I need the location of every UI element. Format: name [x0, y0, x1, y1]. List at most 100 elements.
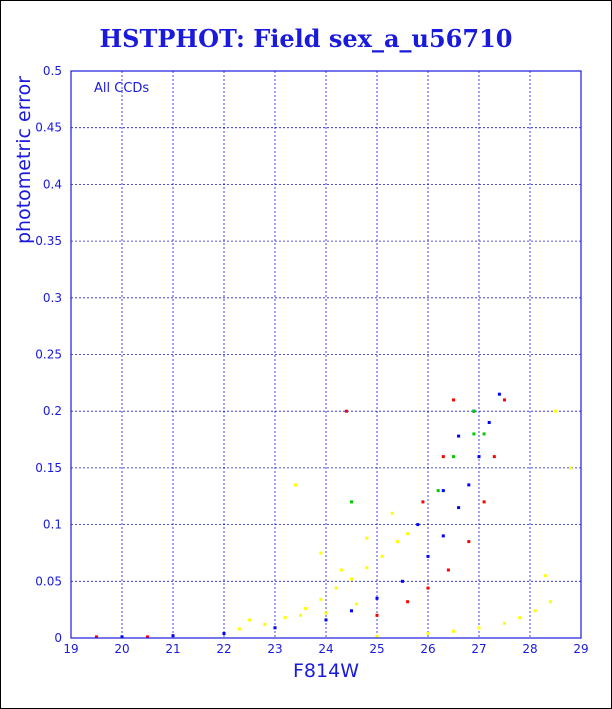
scatter-point [533, 609, 537, 613]
scatter-point [375, 613, 379, 617]
scatter-point [482, 500, 486, 504]
scatter-point [350, 577, 353, 581]
x-tick-label: 25 [369, 642, 384, 656]
chart-title: HSTPHOT: Field sex_a_u56710 [99, 24, 513, 53]
scatter-point [146, 635, 149, 639]
scatter-point [518, 616, 522, 620]
x-tick-label: 21 [165, 642, 180, 656]
scatter-point [441, 455, 445, 459]
scatter-point [365, 536, 369, 540]
x-tick-label: 19 [63, 642, 78, 656]
scatter-point [569, 466, 573, 470]
scatter-point [482, 432, 486, 436]
scatter-point [452, 629, 455, 633]
scatter-point [324, 611, 328, 615]
scatter-point [304, 607, 308, 610]
scatter-point [263, 622, 267, 626]
y-tick-label: 0.45 [35, 121, 62, 135]
y-tick-labels: 0 0.05 0.1 0.15 0.2 0.25 0.3 0.35 0.4 0.45 0.5 [35, 64, 62, 645]
scatter-point [503, 398, 506, 402]
scatter-point [446, 568, 450, 572]
scatter-point [472, 409, 476, 413]
scatter-point [375, 596, 379, 600]
scatter-point [467, 483, 471, 487]
scatter-point [477, 626, 481, 630]
scatter-point [492, 455, 496, 459]
y-tick-label: 0.15 [35, 461, 62, 475]
scatter-point [350, 500, 353, 504]
scatter-point [487, 421, 491, 424]
y-axis-title: photometric error [13, 76, 35, 244]
scatter-point [401, 579, 404, 583]
grid-lines [71, 71, 581, 638]
scatter-point [319, 597, 323, 601]
scatter-point [95, 635, 98, 639]
scatter-point [390, 511, 394, 515]
scatter-point [339, 568, 343, 572]
scatter-point [293, 483, 297, 487]
scatter-point [365, 566, 369, 570]
y-tick-label: 0.4 [43, 177, 62, 191]
scatter-point [421, 500, 425, 504]
scatter-point [273, 626, 277, 630]
scatter-point [171, 634, 175, 638]
scatter-point [222, 632, 226, 635]
scatter-point [426, 554, 430, 558]
scatter-point [299, 613, 302, 617]
x-tick-label: 20 [114, 642, 129, 656]
y-tick-label: 0 [54, 631, 62, 645]
scatter-point [120, 635, 124, 639]
scatter-point [441, 489, 445, 493]
scatter-point [472, 432, 476, 436]
scatter-point [477, 455, 481, 459]
x-tick-label: 26 [420, 642, 435, 656]
scatter-point [543, 574, 547, 578]
x-axis-title: F814W [293, 660, 359, 682]
y-tick-label: 0.2 [43, 404, 62, 418]
scatter-point [426, 632, 430, 635]
y-tick-label: 0.5 [43, 64, 62, 78]
scatter-point [324, 618, 328, 622]
scatter-point [375, 634, 379, 638]
y-tick-label: 0.05 [35, 574, 62, 588]
scatter-point [436, 489, 440, 493]
scatter-point [467, 540, 471, 544]
annotation-label: All CCDs [94, 81, 149, 96]
x-tick-label: 22 [216, 642, 231, 656]
scatter-point [457, 506, 461, 510]
y-tick-label: 0.3 [43, 291, 62, 305]
scatter-point [457, 434, 461, 438]
x-tick-labels: 19 20 21 22 23 24 25 26 27 28 29 [63, 642, 588, 656]
data-points [95, 392, 573, 639]
scatter-point [441, 534, 445, 538]
scatter-point [237, 627, 241, 631]
scatter-point [503, 621, 506, 625]
scatter-point [452, 455, 455, 459]
scatter-point [380, 554, 384, 558]
x-tick-label: 24 [318, 642, 333, 656]
scatter-point [344, 409, 348, 413]
scatter-point [416, 523, 420, 527]
scatter-point [355, 602, 359, 606]
scatter-point [283, 616, 287, 620]
y-tick-label: 0.1 [43, 518, 62, 532]
scatter-point [406, 532, 410, 536]
x-tick-label: 23 [267, 642, 282, 656]
scatter-point [248, 618, 251, 622]
scatter-point [452, 398, 455, 402]
y-tick-label: 0.25 [35, 348, 62, 362]
y-tick-label: 0.35 [35, 234, 62, 248]
scatter-point [554, 409, 557, 413]
scatter-point [426, 586, 430, 590]
plot-border [70, 70, 582, 639]
x-tick-label: 27 [471, 642, 486, 656]
x-tick-label: 29 [573, 642, 588, 656]
scatter-point [350, 609, 353, 613]
scatter-point [406, 600, 410, 604]
scatter-point [395, 540, 399, 544]
scatter-point [334, 586, 338, 590]
scatter-point [548, 600, 552, 604]
scatter-point [497, 392, 501, 396]
x-tick-label: 28 [522, 642, 537, 656]
